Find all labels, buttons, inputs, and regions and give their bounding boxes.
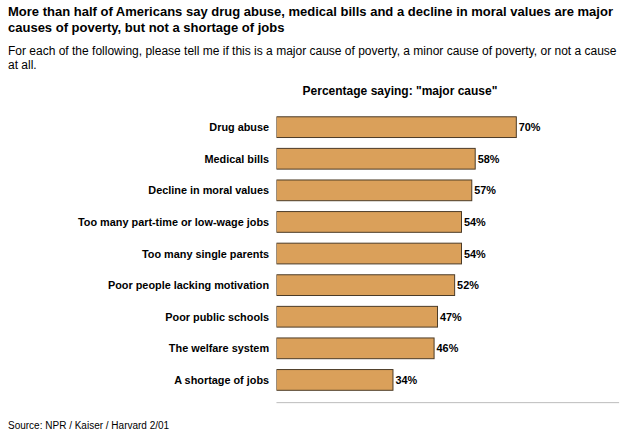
svg-text:47%: 47%	[440, 311, 462, 323]
svg-text:54%: 54%	[464, 216, 486, 228]
svg-text:46%: 46%	[437, 342, 459, 354]
svg-text:54%: 54%	[464, 248, 486, 260]
svg-text:34%: 34%	[395, 374, 417, 386]
svg-text:Drug abuse: Drug abuse	[209, 121, 269, 133]
svg-text:Too many part-time or low-wage: Too many part-time or low-wage jobs	[78, 216, 269, 228]
svg-text:Poor people lacking motivation: Poor people lacking motivation	[108, 279, 269, 291]
html-text:More than half of Americans sa: More than half of Americans say drug abu…	[8, 4, 613, 35]
html-text:Percentage saying: "major caus: Percentage saying: "major cause"	[302, 84, 498, 98]
svg-text:Poor public schools: Poor public schools	[165, 311, 269, 323]
svg-text:The welfare system: The welfare system	[169, 342, 269, 354]
svg-text:57%: 57%	[474, 184, 496, 196]
svg-text:70%: 70%	[519, 121, 541, 133]
svg-text:A shortage of jobs: A shortage of jobs	[174, 374, 269, 386]
html-text:Source: NPR / Kaiser / Harvard: Source: NPR / Kaiser / Harvard 2/01	[8, 420, 170, 432]
svg-text:58%: 58%	[478, 153, 500, 165]
html-text:For each of the following, ple: For each of the following, please tell m…	[8, 44, 617, 72]
svg-text:52%: 52%	[457, 279, 479, 291]
svg-text:Decline in moral values: Decline in moral values	[148, 184, 269, 196]
svg-text:Too many single parents: Too many single parents	[142, 248, 269, 260]
svg-text:Medical bills: Medical bills	[204, 153, 269, 165]
